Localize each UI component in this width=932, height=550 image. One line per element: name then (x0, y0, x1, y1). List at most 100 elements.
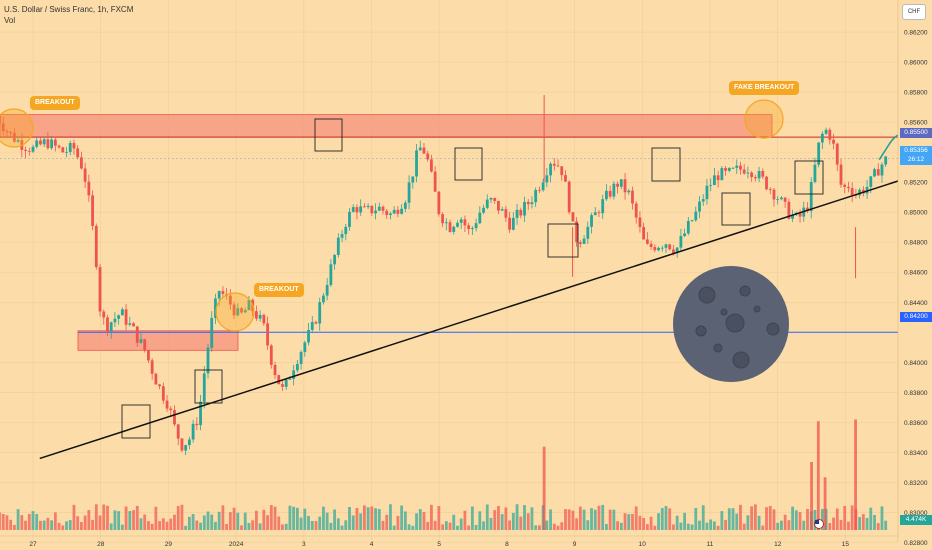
volume-bar (802, 520, 806, 530)
volume-bar (463, 510, 467, 530)
volume-bar (124, 506, 128, 530)
volume-bar (295, 507, 299, 530)
candle-body (437, 191, 441, 215)
volume-bar (355, 507, 359, 530)
volume-bar (53, 512, 57, 530)
candle-body (675, 247, 679, 254)
volume-bar (478, 511, 482, 530)
currency-badge[interactable]: CHF (902, 4, 926, 20)
candle-body (232, 304, 236, 316)
volume-bar (240, 525, 243, 530)
volume-bar (739, 504, 742, 530)
price-tick: 0.84800 (904, 240, 928, 247)
candle-body (221, 291, 225, 294)
candle-body (813, 164, 817, 182)
volume-bar (336, 518, 340, 530)
volume-bar (396, 515, 400, 530)
volume-bar (593, 509, 597, 530)
volume-bar (169, 518, 173, 530)
highlight-boxes (121, 118, 824, 439)
breakout-circle (744, 99, 784, 139)
candle-body (124, 309, 128, 325)
volume-bar (403, 511, 407, 530)
volume-bar (247, 522, 251, 530)
candle-body (731, 167, 735, 169)
candle-body (564, 175, 567, 182)
volume-bar (430, 504, 433, 530)
candle-body (359, 206, 363, 213)
candle-body (511, 217, 515, 230)
volume-bar (374, 508, 377, 530)
candle-body (385, 210, 389, 215)
symbol-title[interactable]: U.S. Dollar / Swiss Franc, 1h, FXCM (4, 5, 134, 14)
candle-body (835, 143, 839, 165)
moon-crater (695, 325, 707, 337)
candle-body (858, 189, 862, 196)
volume-bar (16, 509, 20, 530)
candle-body (165, 400, 169, 409)
candle-body (422, 147, 426, 154)
candle-body (392, 209, 396, 214)
volume-bar (459, 518, 463, 530)
time-axis[interactable]: 27 28 29 2024 3 4 5 8 9 10 11 12 15 (0, 535, 898, 548)
candle-body (109, 322, 113, 332)
volume-bar (65, 521, 68, 530)
volume-bar (437, 506, 441, 530)
breakout-circle (215, 292, 255, 332)
volume-bar (214, 521, 217, 530)
volume-tag: 4.474K (900, 515, 932, 525)
candle-body (716, 175, 720, 181)
candle-body (549, 163, 552, 176)
candle-body (809, 181, 813, 212)
volume-bar (489, 517, 493, 530)
volume-bar (791, 506, 794, 530)
price-axis[interactable]: 0.862000.860000.858000.856000.854000.852… (897, 0, 932, 550)
volume-bar (12, 524, 16, 530)
price-tick: 0.82800 (904, 540, 928, 547)
volume-spike (816, 421, 820, 530)
resistance-price-tag: 0.85500 (900, 128, 932, 138)
candle-body (832, 139, 835, 144)
volume-spike (810, 462, 813, 530)
candle-body (750, 172, 754, 178)
volume-bar (76, 516, 80, 530)
volume-bar (765, 507, 768, 530)
candle-body (1, 123, 5, 132)
candle-body (228, 295, 232, 305)
candle-body (489, 197, 493, 200)
candle-body (407, 182, 411, 203)
candle-body (46, 139, 50, 149)
candle-body (616, 183, 619, 187)
candle-body (824, 129, 828, 134)
price-tick: 0.85200 (904, 180, 928, 187)
candle-body (98, 267, 102, 312)
candle-body (828, 129, 832, 140)
candle-body (768, 189, 772, 190)
price-tick: 0.83400 (904, 450, 928, 457)
candle-body (783, 197, 787, 202)
volume-bar (195, 520, 199, 530)
highlight-box (121, 404, 151, 439)
candle-body (474, 223, 478, 229)
volume-bar (664, 506, 668, 530)
candle-body (534, 189, 538, 203)
candle-body (35, 140, 39, 147)
candle-body (847, 186, 850, 189)
candle-body (262, 314, 266, 324)
candle-body (117, 315, 121, 319)
grid (0, 0, 898, 543)
candle-body (344, 226, 348, 235)
candle-body (672, 249, 675, 254)
volume-bar (884, 520, 888, 530)
volume-bar (798, 512, 802, 530)
volume-bar (83, 515, 87, 530)
candle-body (42, 139, 46, 145)
candle-body (448, 222, 452, 232)
volume-bar (761, 525, 765, 530)
volume-bar (221, 505, 225, 530)
candle-body (120, 309, 124, 316)
volume-bar (590, 508, 593, 530)
candle-body (27, 150, 31, 152)
volume-bar (199, 522, 202, 530)
